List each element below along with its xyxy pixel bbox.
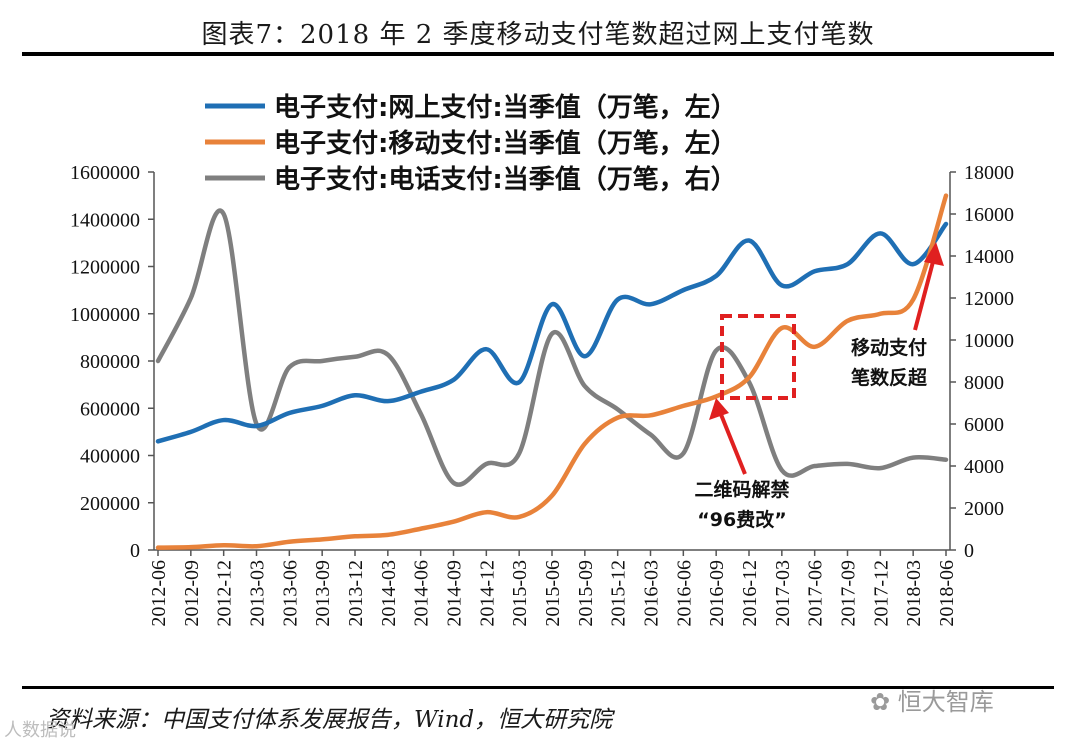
left-tick-label: 600000 [80,398,140,420]
x-tick-label: 2016-12 [739,560,761,627]
chart-axes: 0 200000 400000 600000 800000 1000000 1200000 1… [70,162,1014,627]
annotation-cross-text: 笔数反超 [851,366,928,389]
x-tick-label: 2016-06 [673,560,695,627]
x-tick-label: 2017-12 [870,560,892,627]
legend-label: 电子支付:移动支付:当季值（万笔，左） [274,128,737,159]
title-rule [22,52,1054,56]
x-tick-label: 2015-03 [509,560,531,627]
left-tick-label: 1000000 [70,304,140,326]
annotation-cross-text: 移动支付 [851,336,927,359]
x-tick-label: 2014-12 [476,560,498,627]
watermark-wechat: ✿ 恒大智库 [870,682,994,717]
x-tick-label: 2018-03 [903,560,925,627]
series-line-2 [155,208,949,487]
x-tick-label: 2015-06 [542,560,564,627]
right-tick-label: 2000 [964,498,1004,520]
left-tick-label: 0 [130,540,140,562]
wechat-icon: ✿ [870,688,898,716]
x-tick-label: 2014-03 [378,560,400,627]
arrow-cross-line [913,257,936,331]
chart-canvas: 0 200000 400000 600000 800000 1000000 1200000 1… [70,92,1014,627]
watermark-left: 人数据说 [4,716,76,742]
x-tick-label: 2013-09 [312,560,334,627]
highlight-box [720,314,796,400]
left-tick-label: 400000 [80,446,140,468]
series-line-1 [155,193,949,550]
legend-label: 电子支付:网上支付:当季值（万笔，左） [274,92,737,123]
left-tick-label: 800000 [80,351,140,373]
x-tick-label: 2014-06 [411,560,433,627]
chart-title: 图表7：2018 年 2 季度移动支付笔数超过网上支付笔数 [201,20,875,50]
right-tick-label: 10000 [964,330,1014,352]
series-layer [155,193,949,550]
x-tick-label: 2016-03 [641,560,663,627]
left-tick-label: 1200000 [70,257,140,279]
x-tick-label: 2012-09 [181,560,203,627]
right-tick-label: 8000 [964,372,1004,394]
x-tick-label: 2012-06 [148,560,170,627]
arrow-qr-line [718,411,747,475]
annotation-qr-text: “96费改” [697,508,786,531]
x-tick-label: 2013-06 [279,560,301,627]
watermark-text: 恒大智库 [897,688,994,716]
annotation-qr-text: 二维码解禁 [694,478,789,501]
x-tick-label: 2017-03 [772,560,794,627]
left-tick-label: 1400000 [70,209,140,231]
left-tick-label: 200000 [80,493,140,515]
legend-label: 电子支付:电话支付:当季值（万笔，右） [274,164,737,195]
x-tick-label: 2015-09 [575,560,597,627]
right-tick-label: 16000 [964,204,1014,226]
watermark-left-text: 人数据说 [4,720,76,741]
x-tick-label: 2017-06 [805,560,827,627]
right-tick-label: 4000 [964,456,1004,478]
x-tick-label: 2016-09 [706,560,728,627]
source-rule [22,686,1054,689]
x-tick-label: 2014-09 [444,560,466,627]
right-tick-label: 6000 [964,414,1004,436]
x-tick-label: 2017-09 [838,560,860,627]
right-tick-label: 14000 [964,246,1014,268]
right-tick-label: 18000 [964,162,1014,184]
legend: 电子支付:网上支付:当季值（万笔，左） 电子支付:移动支付:当季值（万笔，左） 电子… [205,92,737,195]
x-tick-label: 2012-12 [214,560,236,627]
x-tick-label: 2018-06 [936,560,958,627]
right-tick-label: 0 [964,540,974,562]
arrow-cross-head [924,242,944,266]
source-note: 资料来源：中国支付体系发展报告，Wind，恒大研究院 [46,707,613,733]
x-tick-label: 2015-12 [608,560,630,627]
x-tick-label: 2013-12 [345,560,367,627]
right-tick-label: 12000 [964,288,1014,310]
left-tick-label: 1600000 [70,162,140,184]
arrow-qr-head [709,398,729,420]
x-tick-label: 2013-03 [247,560,269,627]
